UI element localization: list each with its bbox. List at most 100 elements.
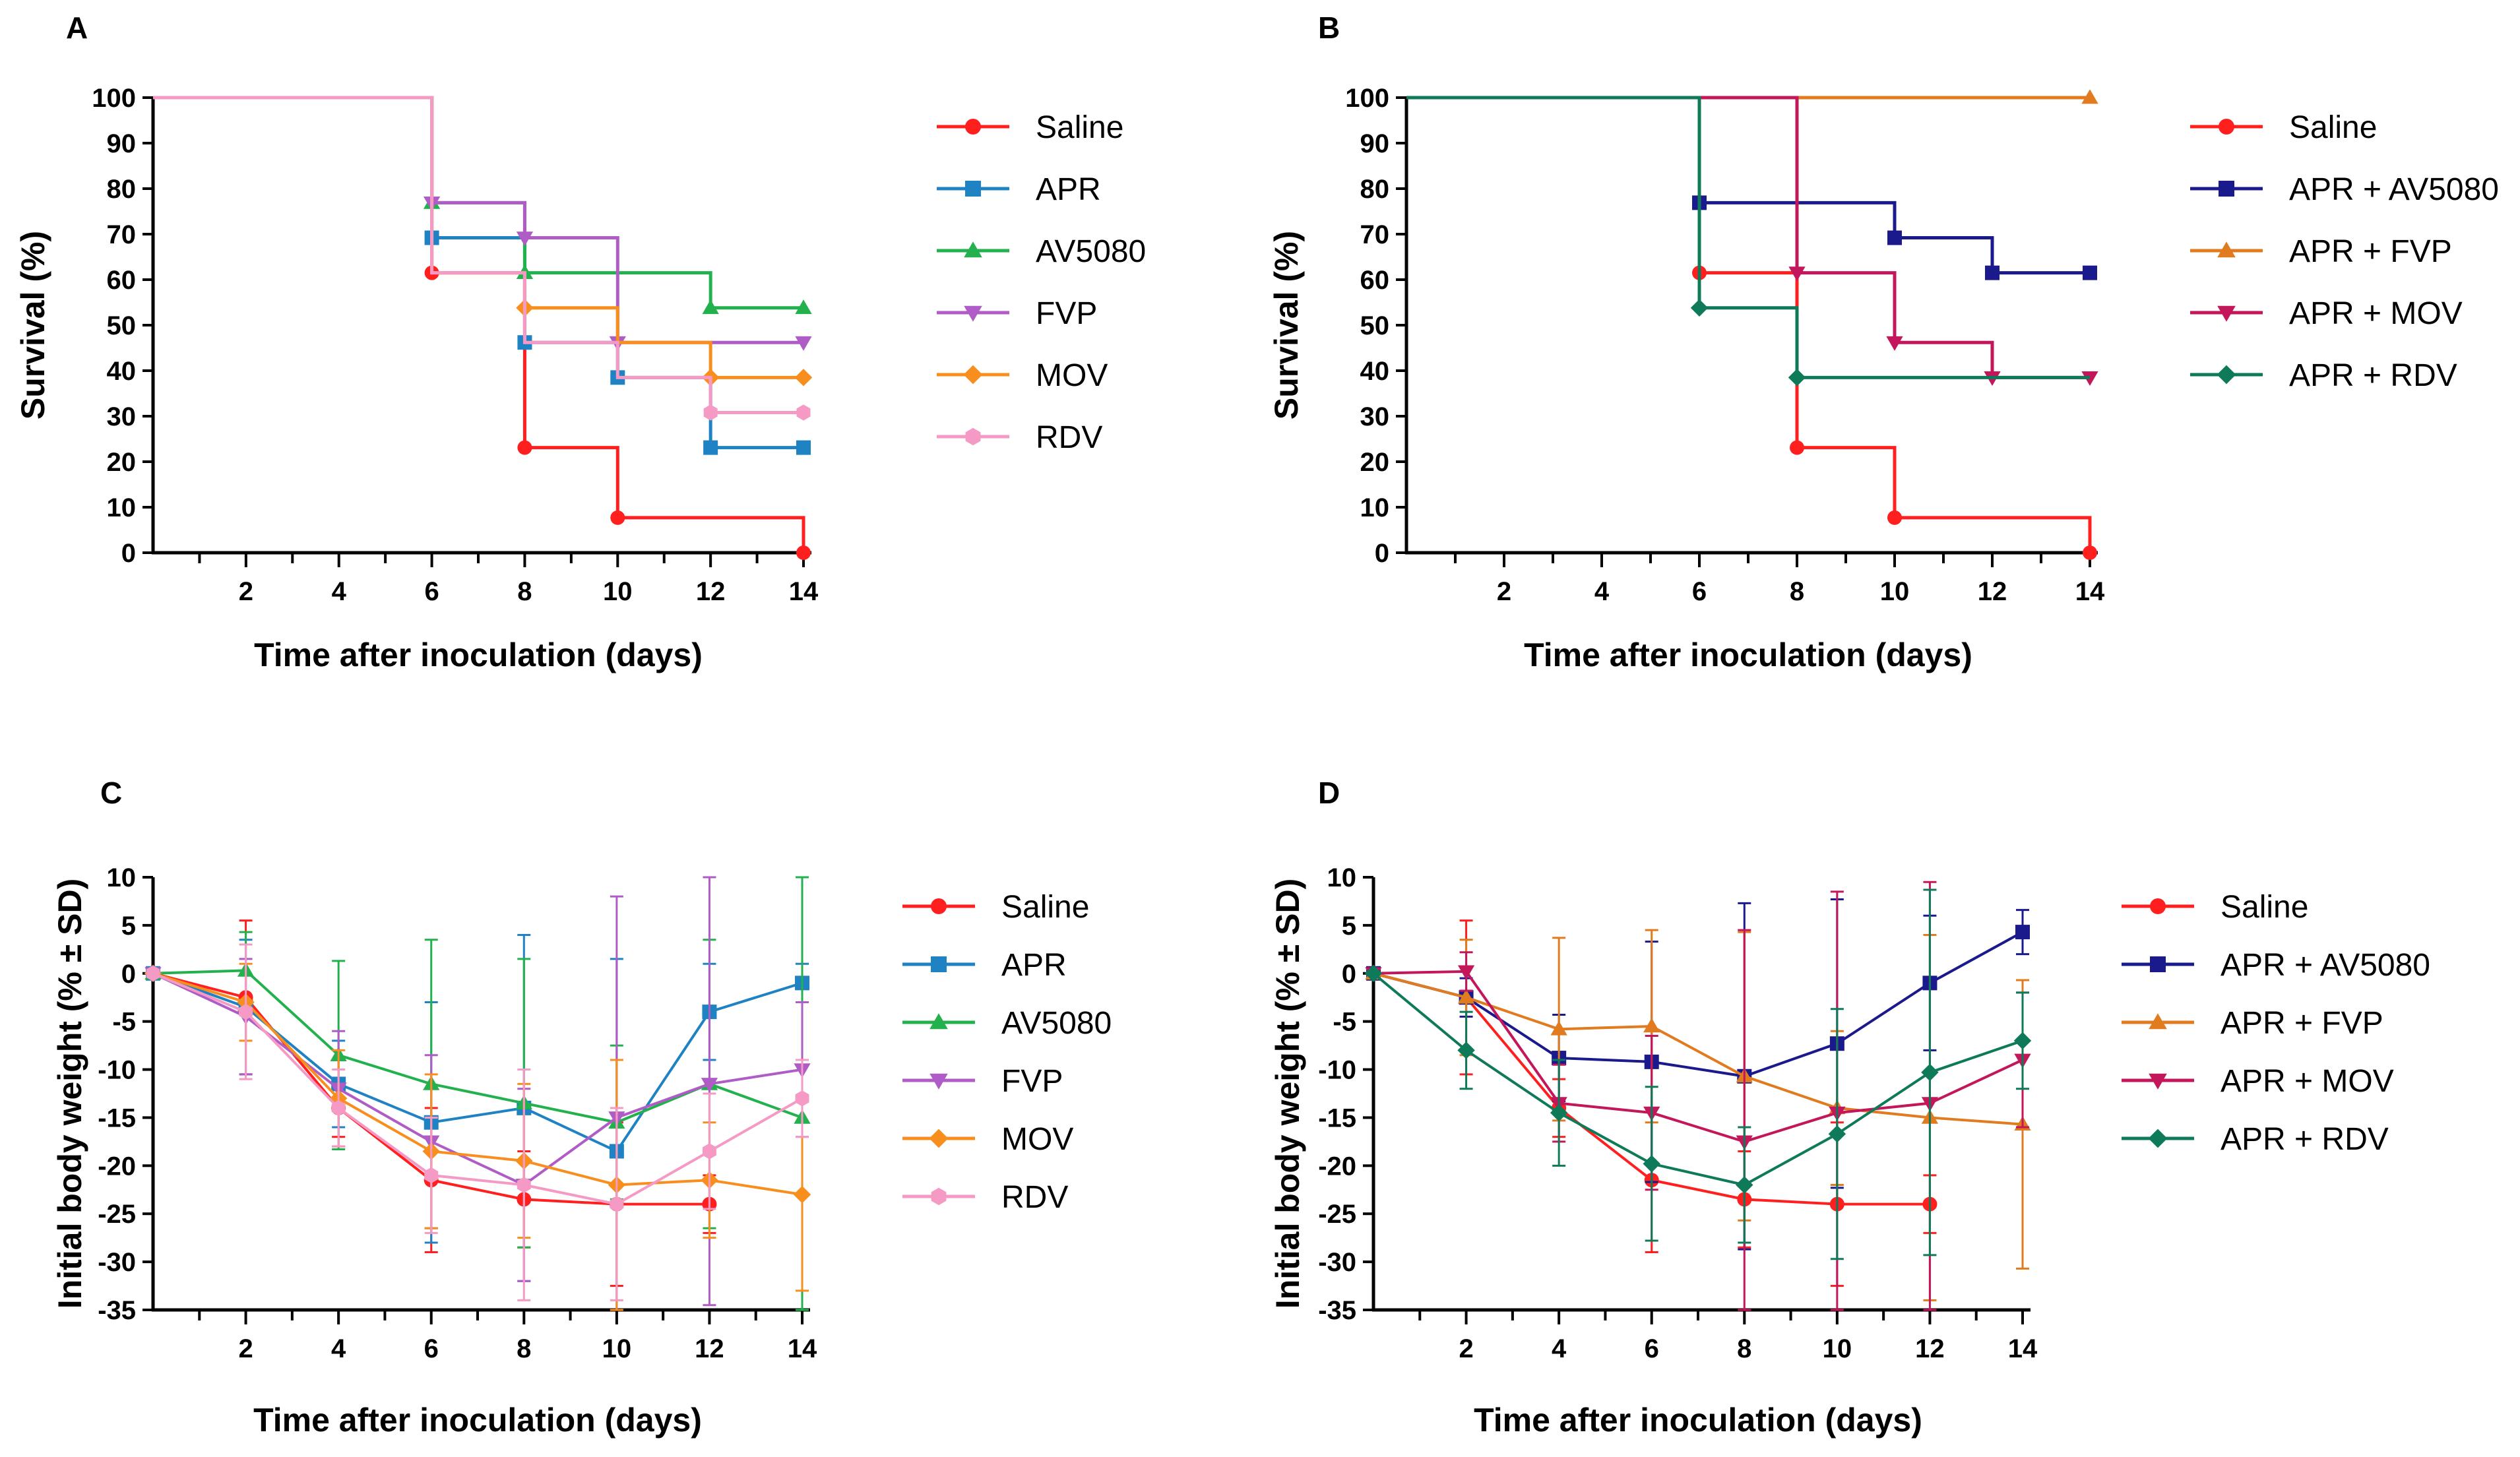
x-tick-label: 12 — [696, 577, 726, 606]
legend-label: APR + AV5080 — [2289, 172, 2499, 207]
y-axis-title: Initial body weight (% ± SD) — [1269, 879, 1306, 1309]
series-line — [1373, 970, 2023, 1143]
legend-entry: APR + FVP — [2190, 234, 2452, 269]
x-tick-label: 14 — [2075, 577, 2105, 606]
y-tick-label: -10 — [98, 1056, 136, 1085]
x-tick-label: 8 — [517, 577, 532, 606]
x-tick-label: 10 — [602, 1334, 632, 1363]
y-tick-label: 50 — [1360, 311, 1390, 340]
y-tick-label: 70 — [1360, 220, 1390, 249]
data-point — [1457, 989, 1475, 1004]
series-rdv — [153, 96, 811, 421]
y-tick-label: 10 — [1360, 493, 1390, 522]
legend-marker — [2219, 181, 2234, 197]
data-point — [1887, 510, 1902, 525]
legend-entry: RDV — [937, 420, 1102, 455]
legend-label: AV5080 — [1001, 1006, 1112, 1041]
legend-entry: APR + AV5080 — [2190, 172, 2499, 207]
legend-label: APR + RDV — [2289, 358, 2457, 393]
legend-entry: APR + AV5080 — [2122, 948, 2430, 983]
y-tick-label: -30 — [1318, 1248, 1356, 1277]
y-tick-label: 5 — [121, 912, 136, 941]
data-point — [610, 510, 625, 525]
y-axis-title: Survival (%) — [15, 231, 51, 419]
data-point — [795, 336, 812, 351]
data-point — [703, 404, 718, 421]
data-point — [1985, 265, 2000, 280]
y-tick-label: 80 — [107, 175, 137, 204]
legend-marker — [2149, 1073, 2167, 1090]
data-point — [796, 404, 811, 421]
y-tick-label: 90 — [107, 129, 137, 158]
x-tick-label: 12 — [1978, 577, 2007, 606]
legend-label: AV5080 — [1036, 234, 1146, 269]
y-tick-label: -20 — [1318, 1152, 1356, 1181]
legend-marker — [2150, 898, 2166, 914]
legend-label: APR + FVP — [2289, 234, 2452, 269]
legend-entry: AV5080 — [902, 1006, 1112, 1041]
data-point — [1828, 1125, 1846, 1143]
series-line — [1406, 96, 2090, 379]
series-line — [153, 96, 805, 553]
x-tick-label: 10 — [1823, 1334, 1852, 1363]
y-tick-label: -20 — [98, 1152, 136, 1181]
legend-marker — [931, 898, 947, 914]
panel-c: C 10 5 0 -5 -10 -15 -20 -25 -30 -35 2 4 6 8 10 12 14 Time … — [51, 776, 1112, 1439]
x-axis-title: Time after inoculation (days) — [1524, 636, 1972, 673]
panel-letter: A — [66, 11, 88, 45]
series-apr-mov — [1406, 96, 2098, 386]
legend-entry: APR + MOV — [2190, 296, 2463, 331]
legend-label: FVP — [1001, 1064, 1063, 1099]
legend-marker — [2217, 365, 2236, 385]
data-point — [239, 1003, 253, 1020]
legend-entry: Saline — [937, 110, 1123, 145]
data-point — [1921, 1063, 1939, 1082]
panel-letter: D — [1318, 776, 1340, 810]
legend-label: APR + MOV — [2221, 1064, 2394, 1099]
series-line — [1372, 972, 2023, 1187]
legend-marker — [2149, 1013, 2167, 1030]
panel-a: A 0 10 20 30 40 50 60 70 80 90 100 2 4 6 8 10 12 14 Time af… — [15, 11, 1146, 673]
y-tick-label: 30 — [107, 402, 137, 431]
data-point — [1690, 299, 1709, 317]
x-tick-label: 14 — [2008, 1334, 2038, 1363]
legend-entry: APR + RDV — [2122, 1122, 2389, 1157]
data-point — [1643, 1018, 1660, 1033]
legend-label: Saline — [1036, 110, 1123, 145]
y-tick-label: 80 — [1360, 175, 1390, 204]
y-tick-label: -5 — [112, 1008, 136, 1037]
data-point — [2083, 545, 2097, 560]
data-point — [517, 440, 532, 455]
x-tick-label: 8 — [1790, 577, 1804, 606]
data-point — [2015, 925, 2030, 940]
x-axis-title: Time after inoculation (days) — [254, 636, 703, 673]
data-point — [702, 1143, 716, 1160]
x-tick-label: 10 — [603, 577, 633, 606]
data-point — [1643, 1155, 1660, 1173]
x-tick-label: 6 — [424, 577, 439, 606]
data-point — [793, 1185, 811, 1204]
legend-entry: APR + MOV — [2122, 1064, 2394, 1099]
legend-entry: Saline — [902, 890, 1089, 925]
legend-marker — [965, 181, 981, 197]
series-line — [153, 96, 803, 414]
y-tick-label: -15 — [98, 1103, 136, 1132]
panel-b: B 0 10 20 30 40 50 60 70 80 90 100 2 4 6 8 10 12 14 Time af… — [1268, 11, 2499, 673]
legend-entry: APR + RDV — [2190, 358, 2457, 393]
x-tick-label: 8 — [1737, 1334, 1751, 1363]
legend-marker — [2217, 241, 2236, 258]
legend-label: APR + MOV — [2289, 296, 2463, 331]
x-tick-label: 2 — [1497, 577, 1511, 606]
legend-marker — [931, 1187, 947, 1206]
data-point — [1364, 964, 1383, 982]
data-point — [1790, 440, 1804, 455]
y-tick-label: 40 — [1360, 357, 1390, 386]
x-axis-title: Time after inoculation (days) — [1474, 1402, 1922, 1439]
x-tick-label: 8 — [517, 1334, 531, 1363]
data-point — [703, 440, 718, 455]
y-tick-label: 100 — [92, 84, 136, 113]
y-tick-label: 40 — [107, 357, 137, 386]
data-point — [1550, 1103, 1568, 1122]
